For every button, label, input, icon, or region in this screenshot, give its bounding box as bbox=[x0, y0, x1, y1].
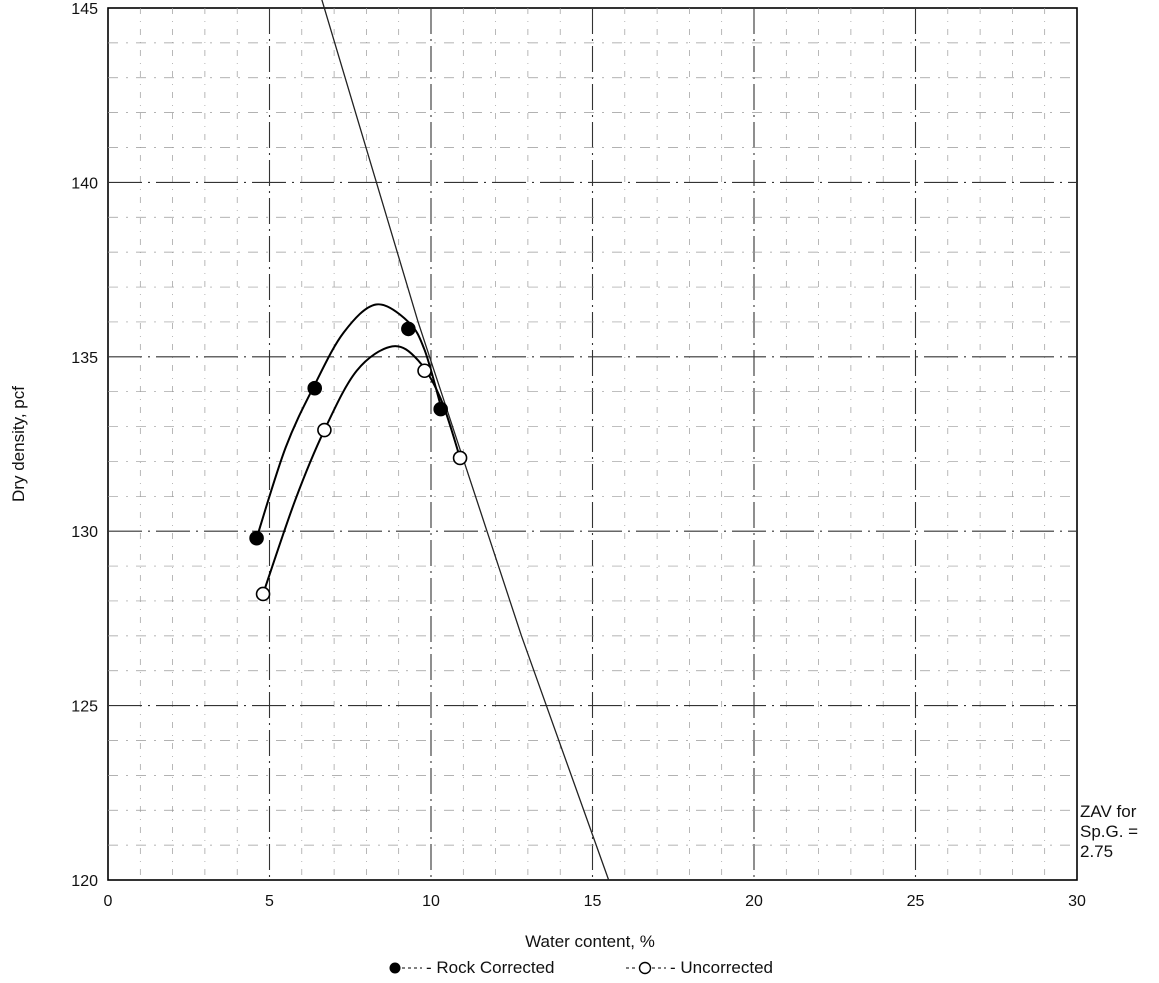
y-tick-labels: 120 125 130 135 140 145 bbox=[71, 1, 98, 890]
legend-label: - Rock Corrected bbox=[426, 958, 554, 978]
rock-corrected-point bbox=[308, 382, 321, 395]
uncorrected-point bbox=[257, 587, 270, 600]
zav-label-line: 2.75 bbox=[1080, 842, 1158, 862]
x-axis-title: Water content, % bbox=[525, 932, 655, 951]
y-tick-label: 140 bbox=[71, 175, 98, 192]
rock-corrected-point bbox=[402, 322, 415, 335]
y-tick-label: 130 bbox=[71, 524, 98, 541]
y-axis-title: Dry density, pcf bbox=[9, 386, 28, 502]
x-tick-label: 20 bbox=[745, 893, 763, 910]
zav-label-line: ZAV for bbox=[1080, 802, 1158, 822]
y-tick-label: 125 bbox=[71, 699, 98, 716]
rock-corrected-point bbox=[250, 532, 263, 545]
legend: - Rock Corrected - Uncorrected bbox=[0, 955, 1159, 981]
x-tick-label: 25 bbox=[907, 893, 925, 910]
x-tick-label: 5 bbox=[265, 893, 274, 910]
zav-label: ZAV for Sp.G. = 2.75 bbox=[1080, 802, 1158, 862]
chart-svg: 0 5 10 15 20 25 30 120 125 130 135 140 145 Water co… bbox=[0, 0, 1159, 955]
legend-item-uncorrected: - Uncorrected bbox=[626, 955, 773, 981]
uncorrected-point bbox=[418, 364, 431, 377]
x-tick-label: 10 bbox=[422, 893, 440, 910]
filled-circle-marker-icon bbox=[388, 961, 422, 975]
x-tick-labels: 0 5 10 15 20 25 30 bbox=[104, 893, 1086, 910]
rock-corrected-point bbox=[434, 403, 447, 416]
x-tick-label: 15 bbox=[584, 893, 602, 910]
zav-label-line: Sp.G. = bbox=[1080, 822, 1158, 842]
open-circle-marker-icon bbox=[626, 961, 666, 975]
legend-label: - Uncorrected bbox=[670, 958, 773, 978]
y-tick-label: 120 bbox=[71, 873, 98, 890]
legend-item-rock-corrected: - Rock Corrected bbox=[388, 955, 554, 981]
x-tick-label: 30 bbox=[1068, 893, 1086, 910]
x-tick-label: 0 bbox=[104, 893, 113, 910]
uncorrected-point bbox=[454, 451, 467, 464]
y-tick-label: 145 bbox=[71, 1, 98, 18]
uncorrected-point bbox=[318, 424, 331, 437]
y-tick-label: 135 bbox=[71, 350, 98, 367]
